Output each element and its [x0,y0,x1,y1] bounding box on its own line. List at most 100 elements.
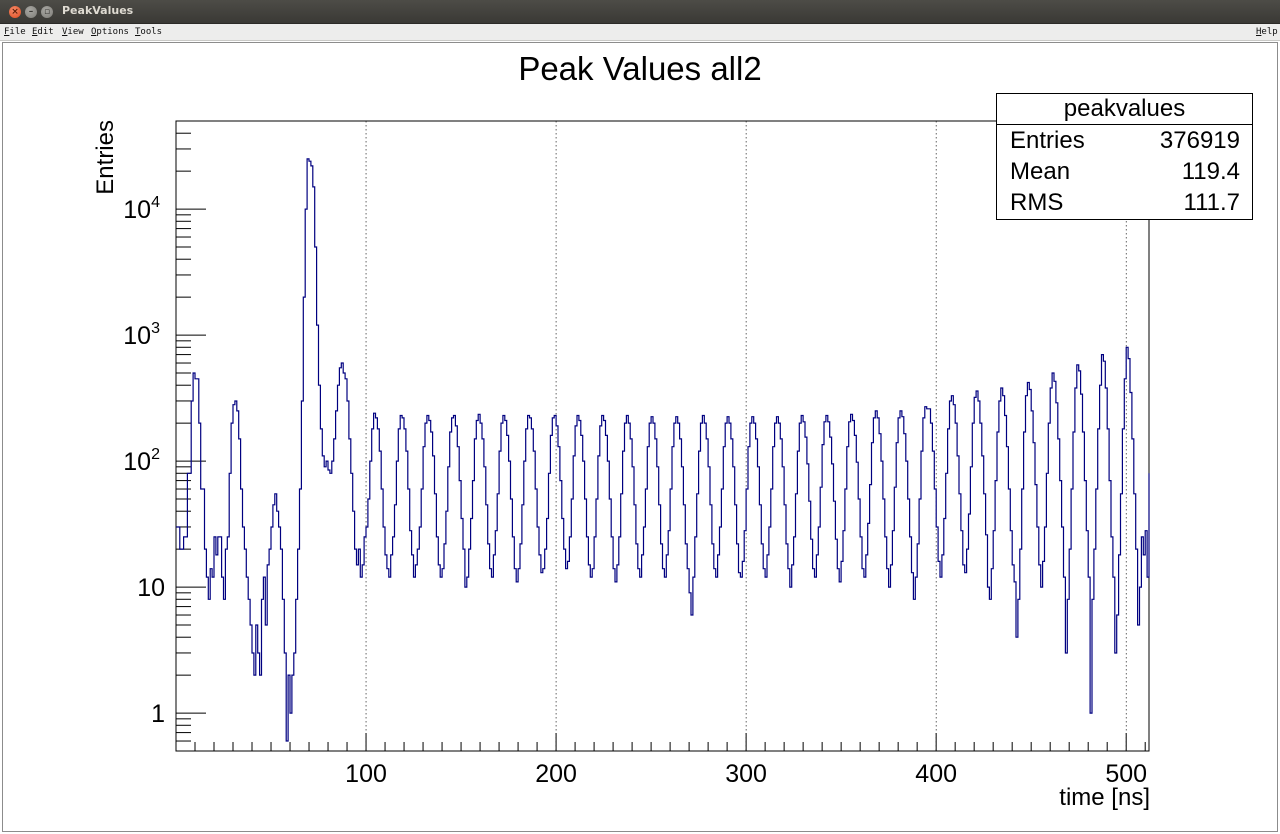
data-point [438,564,439,565]
data-point [755,438,756,439]
data-point [687,568,688,569]
data-point [930,423,931,424]
data-point [485,504,486,505]
data-point [991,568,992,569]
data-point [592,568,593,569]
data-point [590,577,591,578]
data-point [1105,387,1106,388]
y-tick-label: 1 [151,700,165,728]
data-point [671,446,672,447]
data-point [907,498,908,499]
data-point [641,554,642,555]
data-point [386,568,387,569]
data-point [1082,431,1083,432]
data-point [341,362,342,363]
data-point [339,367,340,368]
x-axis-title: time [ns] [1059,784,1150,811]
menu-file[interactable]: File [4,27,26,37]
data-point [267,564,268,565]
data-point [939,577,940,578]
data-point [987,587,988,588]
menu-options[interactable]: Options [91,27,129,37]
data-point [683,504,684,505]
data-point [554,415,555,416]
data-point [411,554,412,555]
data-point [753,423,754,424]
data-point [352,511,353,512]
x-tick-label: 100 [345,760,387,788]
data-point [1000,387,1001,388]
data-point [428,420,429,421]
data-point [1074,387,1075,388]
stats-row-mean: Mean 119.4 [997,156,1252,187]
data-point [538,554,539,555]
data-point [749,423,750,424]
data-point [299,488,300,489]
data-point [970,466,971,467]
data-point [244,549,245,550]
data-point [373,413,374,414]
data-point [936,526,937,527]
data-point [248,599,249,600]
data-point [721,488,722,489]
data-point [400,415,401,416]
data-point [624,423,625,424]
data-point [453,415,454,416]
data-point [1002,395,1003,396]
menu-tools[interactable]: Tools [135,27,163,37]
close-icon[interactable]: × [9,6,21,18]
data-point [236,410,237,411]
data-point [1021,488,1022,489]
data-point [647,446,648,447]
data-point [865,554,866,555]
stats-row-rms: RMS 111.7 [997,187,1252,218]
data-point [801,415,802,416]
data-point [516,581,517,582]
data-point [529,417,530,418]
menu-edit[interactable]: Edit [32,27,54,37]
data-point [1038,564,1039,565]
data-point [468,549,469,550]
data-point [229,473,230,474]
data-point [1053,381,1054,382]
maximize-icon[interactable]: ▫ [41,6,53,18]
data-point [493,554,494,555]
data-point [727,416,728,417]
data-point [1008,488,1009,489]
data-point [711,543,712,544]
data-point [586,536,587,537]
data-point [415,564,416,565]
data-point [455,425,456,426]
data-point [259,675,260,676]
data-point [780,438,781,439]
data-point [1061,526,1062,527]
data-point [820,487,821,488]
data-point [690,614,691,615]
data-point [675,416,676,417]
data-point [875,410,876,411]
data-point [1076,364,1077,365]
data-point [945,473,946,474]
stat-name: RMS [1010,189,1064,216]
data-point [371,428,372,429]
data-point [280,549,281,550]
data-point [932,451,933,452]
data-point [1019,549,1020,550]
data-point [694,536,695,537]
data-point [225,549,226,550]
data-point [500,423,501,424]
data-point [573,455,574,456]
data-point [253,675,254,676]
data-point [958,493,959,494]
data-point [544,549,545,550]
data-point [689,592,690,593]
menu-help[interactable]: Help [1256,27,1278,37]
data-point [882,498,883,499]
series-line [176,158,1150,742]
minimize-icon[interactable]: – [25,6,37,18]
data-point [903,433,904,434]
data-point [829,437,830,438]
menu-view[interactable]: View [62,27,84,37]
data-point [776,416,777,417]
data-point [763,568,764,569]
